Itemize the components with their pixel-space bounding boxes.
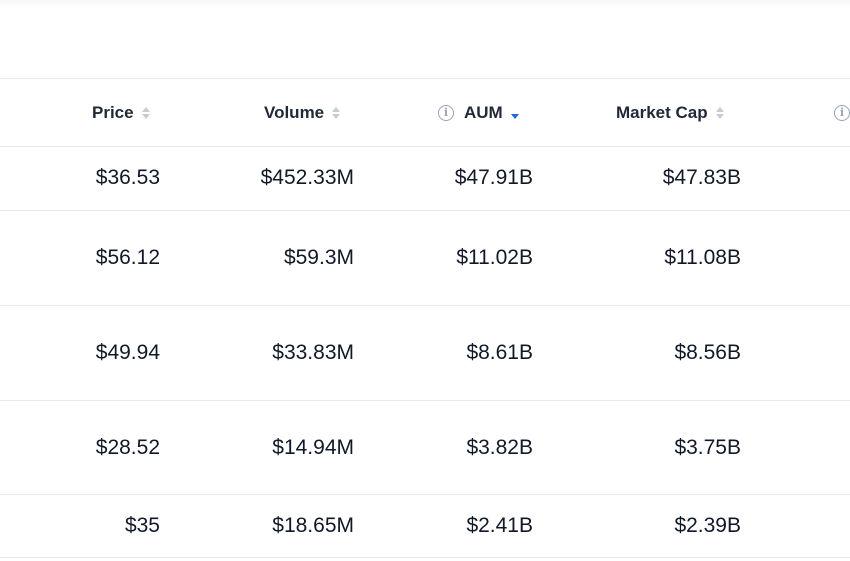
info-icon[interactable]: i [438,104,454,121]
column-header-volume-label: Volume [264,102,325,122]
cell-volume: $59.3M [283,246,354,269]
table-row[interactable]: $49.94 $33.83M $8.61B $8.56B [0,306,850,401]
sort-desc-icon[interactable] [510,105,521,121]
cell-aum: $47.91B [454,166,533,189]
column-header-next[interactable]: i [834,79,850,146]
cell-price: $49.94 [95,341,160,364]
cell-volume: $452.33M [260,166,354,189]
sort-icon[interactable] [141,105,152,121]
cell-price: $28.52 [95,435,160,459]
cell-aum: $3.82B [466,435,533,459]
table-row[interactable]: $36.53 $452.33M $47.91B $47.83B [0,146,850,211]
sort-icon[interactable] [332,105,342,121]
column-header-price-label: Price [92,102,134,122]
table-row[interactable]: $56.12 $59.3M $11.02B $11.08B [0,211,850,306]
table-header: Price Volume i AUM Market Cap i [0,79,850,147]
column-header-market-cap-label: Market Cap [616,102,708,122]
cell-aum: $11.02B [456,246,533,269]
cell-price: $36.53 [95,166,160,189]
etf-table: Price Volume i AUM Market Cap i $36.53 $… [0,78,850,561]
column-header-aum[interactable]: i AUM [438,79,521,146]
column-header-market-cap[interactable]: Market Cap [616,79,726,146]
table-row[interactable]: $35 $18.65M $2.41B $2.39B [0,495,850,558]
cell-market-cap: $47.83B [662,166,741,189]
cell-market-cap: $3.75B [674,435,741,459]
cell-market-cap: $2.39B [674,514,741,537]
cell-price: $35 [124,514,160,537]
column-header-price[interactable]: Price [92,79,152,146]
cell-aum: $8.61B [466,341,533,364]
top-strip [0,0,850,8]
cell-price: $56.12 [95,246,160,269]
cell-volume: $18.65M [272,514,354,537]
cell-aum: $2.41B [466,514,533,537]
sort-icon[interactable] [715,105,726,121]
column-header-aum-label: AUM [464,102,503,122]
cell-market-cap: $11.08B [664,246,741,269]
info-icon[interactable]: i [834,104,850,121]
cell-volume: $14.94M [272,435,354,459]
column-header-volume[interactable]: Volume [264,79,342,146]
cell-market-cap: $8.56B [674,341,741,364]
cell-volume: $33.83M [272,341,354,364]
table-row[interactable]: $28.52 $14.94M $3.82B $3.75B [0,401,850,495]
